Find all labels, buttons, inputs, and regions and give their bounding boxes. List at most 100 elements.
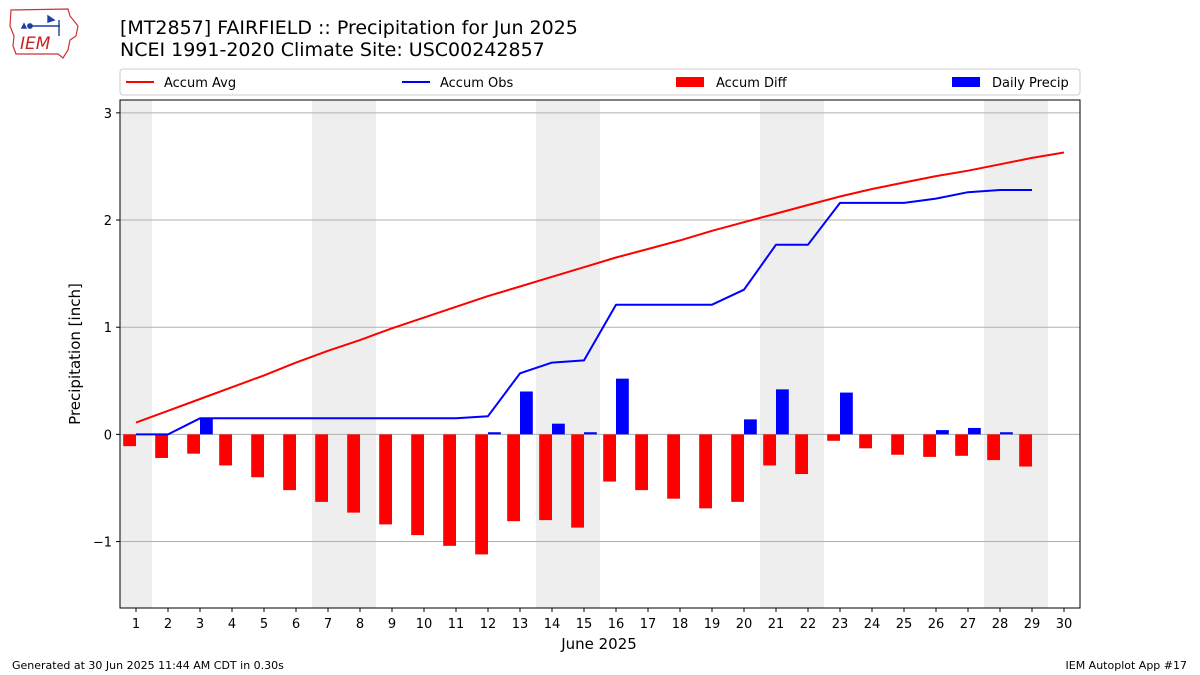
bar-marks <box>123 378 1032 555</box>
legend-label-daily-precip: Daily Precip <box>992 76 1069 91</box>
x-tick-label: 10 <box>416 617 433 632</box>
accum-diff-bar <box>923 434 936 457</box>
x-tick-label: 23 <box>832 617 849 632</box>
iowa-state-outline <box>9 8 79 59</box>
daily-precip-bar <box>584 432 597 435</box>
daily-precip-bar <box>1000 432 1013 435</box>
legend-label-accum-avg: Accum Avg <box>164 76 236 91</box>
weekend-shading <box>120 100 1048 608</box>
accum-diff-bar <box>155 434 168 458</box>
accum-diff-bar <box>987 434 1000 461</box>
accum-diff-bar <box>347 434 360 513</box>
x-tick-label: 27 <box>960 617 977 632</box>
legend-label-accum-obs: Accum Obs <box>440 76 513 91</box>
accum-diff-bar <box>219 434 232 466</box>
y-tick-label: 2 <box>104 214 112 229</box>
accum-diff-bar <box>283 434 296 491</box>
weekend-band <box>536 100 600 608</box>
line-marks <box>135 151 1065 436</box>
legend-swatch-accum-diff <box>676 77 704 87</box>
accum-diff-bar <box>1019 434 1032 467</box>
y-tick-label: 1 <box>104 321 112 336</box>
weekend-band <box>120 100 152 608</box>
y-tick-label: −1 <box>93 536 112 551</box>
x-tick-label: 3 <box>196 617 204 632</box>
legend-label-accum-diff: Accum Diff <box>716 76 788 91</box>
x-tick-label: 8 <box>356 617 364 632</box>
accum-diff-bar <box>251 434 264 478</box>
x-tick-label: 4 <box>228 617 236 632</box>
x-tick-label: 1 <box>132 617 140 632</box>
x-tick-label: 21 <box>768 617 785 632</box>
title-line-2: NCEI 1991-2020 Climate Site: USC00242857 <box>120 39 545 61</box>
accum-diff-bar <box>123 434 136 447</box>
accum-diff-bar <box>475 434 488 555</box>
x-tick-label: 22 <box>800 617 817 632</box>
x-tick-label: 7 <box>324 617 332 632</box>
weekend-band <box>312 100 376 608</box>
x-tick-label: 24 <box>864 617 881 632</box>
daily-precip-bar <box>616 378 629 435</box>
chart-title: [MT2857] FAIRFIELD :: Precipitation for … <box>120 17 578 61</box>
x-tick-label: 15 <box>576 617 593 632</box>
daily-precip-bar <box>744 419 757 435</box>
accum-diff-bar <box>763 434 776 466</box>
daily-precip-bar <box>552 423 565 435</box>
accum-diff-bar <box>731 434 744 502</box>
daily-precip-bar <box>200 418 213 435</box>
x-tick-label: 14 <box>544 617 561 632</box>
accum-diff-bar <box>411 434 424 536</box>
x-tick-label: 5 <box>260 617 268 632</box>
x-tick-label: 25 <box>896 617 913 632</box>
accum-diff-bar <box>859 434 872 449</box>
accum-diff-bar <box>507 434 520 522</box>
legend-swatch-daily-precip <box>952 77 980 87</box>
x-axis-label: June 2025 <box>560 635 637 653</box>
accum-diff-bar <box>571 434 584 528</box>
x-tick-label: 28 <box>992 617 1009 632</box>
accum-diff-bar <box>187 434 200 454</box>
daily-precip-bar <box>488 432 501 435</box>
x-tick-label: 20 <box>736 617 753 632</box>
x-tick-label: 26 <box>928 617 945 632</box>
accum-diff-bar <box>379 434 392 525</box>
legend-frame <box>119 68 1081 96</box>
legend: Accum Avg Accum Obs Accum Diff Daily Precip <box>119 68 1081 96</box>
x-tick-label: 18 <box>672 617 689 632</box>
accum-diff-bar <box>827 434 840 441</box>
daily-precip-bar <box>520 391 533 435</box>
x-tick-label: 30 <box>1056 617 1073 632</box>
x-tick-label: 13 <box>512 617 529 632</box>
accum-diff-bar <box>667 434 680 499</box>
accum-diff-bar <box>539 434 552 521</box>
accum-avg-line <box>135 151 1065 424</box>
accum-diff-bar <box>315 434 328 502</box>
plot-frame <box>119 99 1081 609</box>
daily-precip-bar <box>776 389 789 435</box>
x-tick-label: 16 <box>608 617 625 632</box>
y-axis-label: Precipitation [inch] <box>66 283 84 425</box>
daily-precip-bar <box>840 392 853 435</box>
iem-logo: IEM <box>9 8 79 59</box>
x-tick-label: 9 <box>388 617 396 632</box>
accum-diff-bar <box>955 434 968 456</box>
accum-diff-bar <box>891 434 904 455</box>
title-line-1: [MT2857] FAIRFIELD :: Precipitation for … <box>120 17 578 39</box>
x-tick-label: 12 <box>480 617 497 632</box>
accum-diff-bar <box>795 434 808 475</box>
y-tick-label: 3 <box>104 107 112 122</box>
x-axis-ticks: 1 2 3 4 5 6 7 8 9 10 11 12 13 14 15 16 17 18 19 20 21 22 23 24 2… <box>132 608 1072 632</box>
daily-precip-bar <box>936 430 949 435</box>
gridlines <box>120 112 1080 543</box>
app-credit: IEM Autoplot App #17 <box>1065 659 1188 672</box>
accum-diff-bar <box>635 434 648 491</box>
logo-text: IEM <box>20 34 51 54</box>
x-tick-label: 19 <box>704 617 721 632</box>
x-tick-label: 17 <box>640 617 657 632</box>
y-axis-ticks: −1 0 1 2 3 <box>93 107 120 551</box>
accum-diff-bar <box>699 434 712 509</box>
accum-diff-bar <box>443 434 456 546</box>
weekend-band <box>984 100 1048 608</box>
generated-note: Generated at 30 Jun 2025 11:44 AM CDT in… <box>12 659 284 672</box>
